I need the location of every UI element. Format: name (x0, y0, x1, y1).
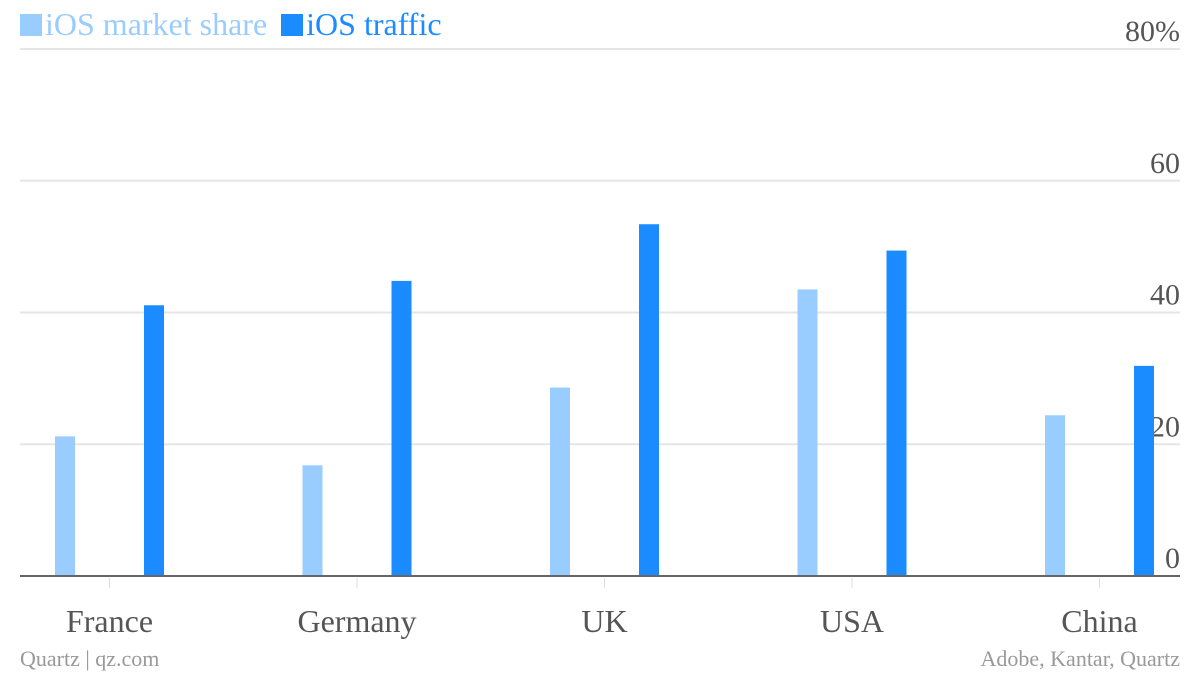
legend-item-market-share[interactable]: iOS market share (20, 6, 267, 43)
bar-market-share (1045, 415, 1065, 576)
legend-item-traffic[interactable]: iOS traffic (281, 6, 442, 43)
legend-label-traffic: iOS traffic (306, 6, 442, 42)
footer-source: Adobe, Kantar, Quartz (980, 646, 1180, 671)
bar-market-share (302, 465, 323, 576)
legend-swatch-traffic (281, 13, 304, 36)
footer-credit: Quartz | qz.com (20, 646, 160, 671)
bar-traffic (886, 250, 907, 576)
y-tick-label: 0 (1165, 542, 1180, 575)
bar-market-share (550, 387, 570, 576)
bar-traffic (391, 280, 412, 576)
y-tick-label: 60 (1150, 147, 1180, 180)
x-tick-label: UK (581, 603, 627, 639)
bar-traffic (639, 224, 659, 577)
bar-market-share (797, 289, 818, 576)
bar-traffic (1134, 365, 1154, 576)
x-tick-label: China (1061, 603, 1137, 639)
bar-traffic (144, 305, 164, 576)
bar-market-share (55, 436, 75, 576)
y-tick-label: 20 (1150, 410, 1180, 443)
legend: iOS market share iOS traffic (20, 6, 442, 43)
legend-label-market-share: iOS market share (45, 6, 268, 42)
x-tick-label: France (66, 603, 153, 639)
x-tick-label: USA (820, 603, 884, 639)
y-tick-label: 40 (1150, 279, 1180, 312)
x-tick-label: Germany (297, 603, 416, 639)
legend-swatch-market-share (20, 13, 42, 36)
y-tick-label: 80% (1125, 15, 1180, 48)
